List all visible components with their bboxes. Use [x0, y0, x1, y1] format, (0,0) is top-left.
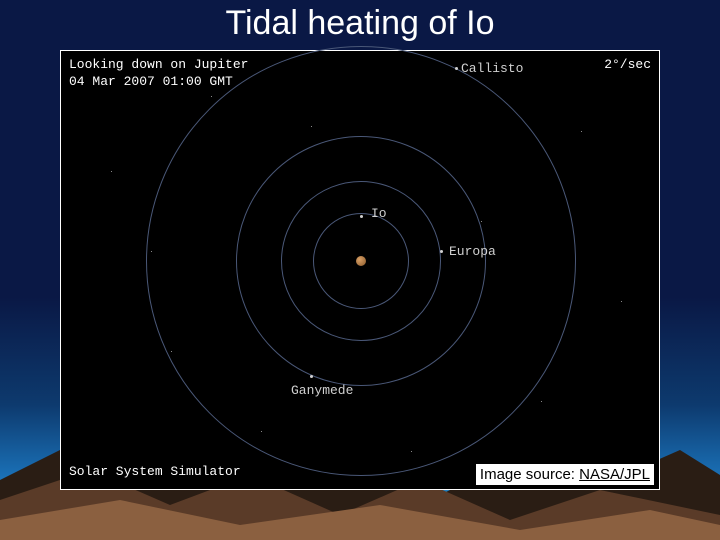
- moon-dot-europa: [440, 250, 443, 253]
- star: [541, 401, 542, 402]
- moon-label-ganymede: Ganymede: [291, 383, 353, 398]
- moon-dot-callisto: [455, 67, 458, 70]
- moon-dot-ganymede: [310, 375, 313, 378]
- slide-root: Tidal heating of Io Looking down on Jupi…: [0, 0, 720, 540]
- jupiter: [356, 256, 366, 266]
- source-link[interactable]: NASA/JPL: [579, 466, 650, 483]
- image-source: Image source: NASA/JPL: [476, 464, 654, 485]
- slide-title: Tidal heating of Io: [0, 4, 720, 43]
- moon-label-io: Io: [371, 206, 387, 221]
- orbit-diagram: Looking down on Jupiter 04 Mar 2007 01:0…: [60, 50, 660, 490]
- moon-label-callisto: Callisto: [461, 61, 523, 76]
- star: [211, 96, 212, 97]
- simulator-label: Solar System Simulator: [69, 464, 241, 481]
- source-prefix: Image source:: [480, 466, 579, 483]
- star: [621, 301, 622, 302]
- diagram-header-left: Looking down on Jupiter 04 Mar 2007 01:0…: [69, 57, 248, 91]
- diagram-header-right: 2°/sec: [604, 57, 651, 74]
- star: [111, 171, 112, 172]
- moon-label-europa: Europa: [449, 244, 496, 259]
- moon-dot-io: [360, 215, 363, 218]
- star: [581, 131, 582, 132]
